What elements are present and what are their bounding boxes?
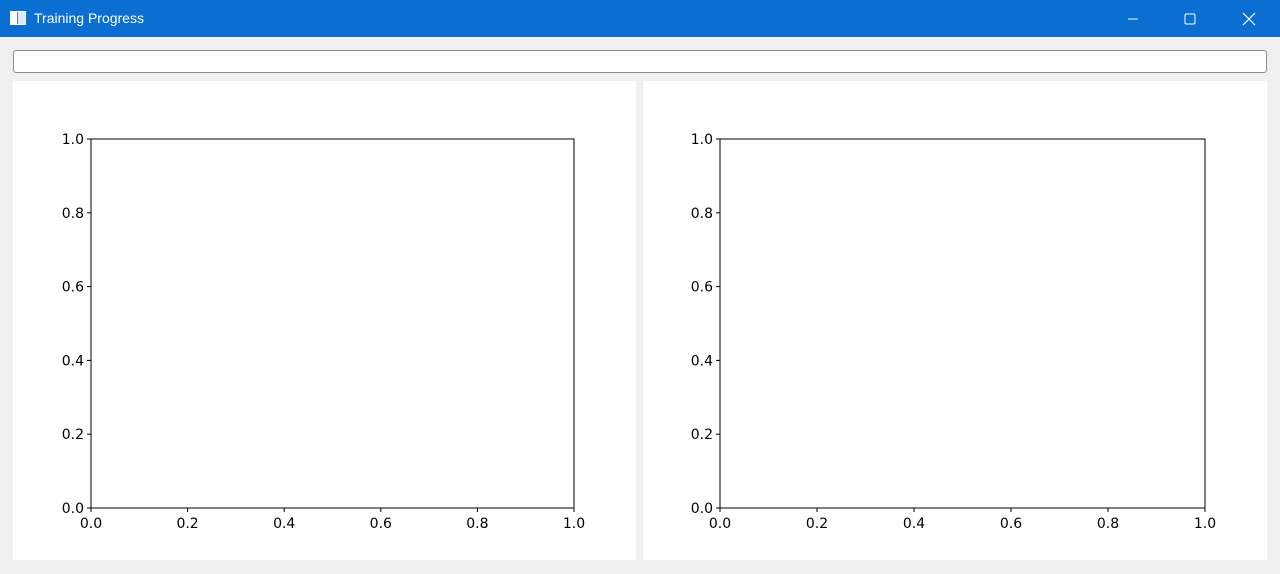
app-icon — [10, 11, 26, 25]
left-chart: 0.0 0.2 0.4 0.6 0.8 1.0 0.0 0.2 0.4 0.6 0.8 1.0 — [62, 132, 585, 532]
left-x-tick-label: 0.2 — [176, 516, 198, 532]
minimize-icon — [1128, 18, 1138, 19]
left-y-tick-label: 0.8 — [62, 206, 84, 222]
left-x-tick-label: 0.6 — [370, 516, 392, 532]
right-x-tick-label: 0.2 — [806, 516, 828, 532]
maximize-button[interactable] — [1167, 0, 1213, 37]
left-x-tick-label: 1.0 — [563, 516, 585, 532]
close-button[interactable] — [1226, 0, 1272, 37]
right-chart-panel: 0.0 0.2 0.4 0.6 0.8 1.0 0.0 0.2 0.4 0.6 0.8 1.0 — [643, 81, 1267, 560]
right-chart: 0.0 0.2 0.4 0.6 0.8 1.0 0.0 0.2 0.4 0.6 0.8 1.0 — [691, 132, 1216, 532]
right-y-tick-label: 0.4 — [691, 353, 713, 369]
training-progress-bar — [13, 50, 1267, 73]
right-x-tick-label: 0.0 — [709, 516, 731, 532]
close-icon — [1242, 12, 1256, 25]
left-x-tick-label: 0.0 — [80, 516, 102, 532]
left-x-tick-label: 0.4 — [273, 516, 295, 532]
window-title: Training Progress — [34, 10, 144, 26]
minimize-button[interactable] — [1110, 0, 1156, 37]
right-axes-frame — [719, 138, 1206, 509]
left-y-tick-label: 1.0 — [62, 132, 84, 148]
right-y-tick-label: 1.0 — [691, 132, 713, 148]
left-y-tick-label: 0.6 — [62, 280, 84, 296]
right-y-tick-label: 0.8 — [691, 206, 713, 222]
title-bar[interactable]: Training Progress — [0, 0, 1280, 37]
right-y-tick-label: 0.6 — [691, 280, 713, 296]
right-y-tick-label: 0.0 — [691, 501, 713, 517]
right-y-tick-label: 0.2 — [691, 427, 713, 443]
left-y-tick-label: 0.2 — [62, 427, 84, 443]
right-x-tick-label: 0.6 — [1000, 516, 1022, 532]
right-x-tick-label: 1.0 — [1194, 516, 1216, 532]
left-y-tick-label: 0.4 — [62, 353, 84, 369]
maximize-icon — [1184, 13, 1196, 24]
left-y-tick-label: 0.0 — [62, 501, 84, 517]
left-x-tick-label: 0.8 — [466, 516, 488, 532]
left-axes-frame — [90, 138, 575, 509]
left-chart-panel: 0.0 0.2 0.4 0.6 0.8 1.0 0.0 0.2 0.4 0.6 0.8 1.0 — [13, 81, 636, 560]
right-x-tick-label: 0.4 — [903, 516, 925, 532]
right-x-tick-label: 0.8 — [1097, 516, 1119, 532]
